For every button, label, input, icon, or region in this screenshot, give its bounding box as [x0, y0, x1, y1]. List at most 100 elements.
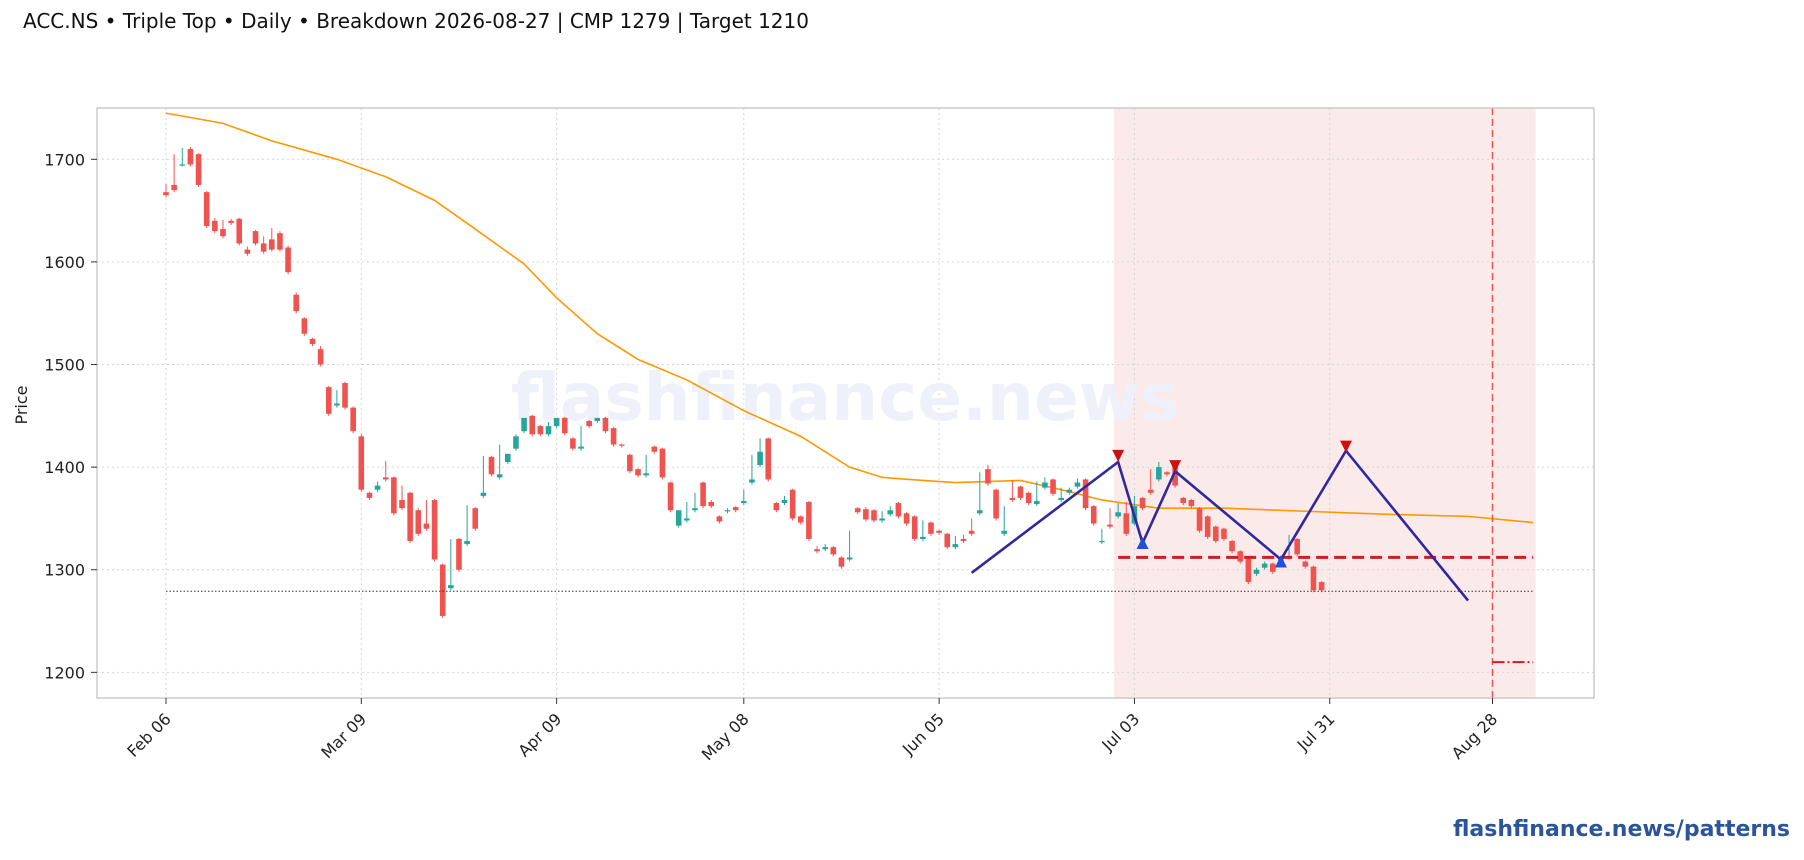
- candles-layer: [163, 146, 1325, 618]
- levels-layer: [166, 108, 1534, 698]
- candle-body: [309, 338, 316, 344]
- candle-body: [895, 503, 902, 517]
- candle-body: [822, 547, 828, 550]
- candle-body: [561, 417, 568, 434]
- candle-body: [814, 549, 820, 552]
- candle-body: [1253, 569, 1260, 574]
- candle-body: [212, 220, 218, 232]
- candle-body: [1058, 497, 1064, 500]
- y-tick-label: 1700: [44, 150, 85, 169]
- candle-body: [928, 522, 934, 534]
- candle-body: [1318, 582, 1325, 591]
- candle-body: [610, 428, 617, 445]
- candle-body: [797, 516, 804, 523]
- x-tick-label: May 08: [698, 709, 753, 764]
- pattern-zone-layer: [1114, 108, 1536, 698]
- candle-body: [431, 499, 438, 560]
- candle-body: [952, 544, 959, 548]
- candle-body: [1221, 528, 1227, 539]
- title-separator: |: [550, 9, 569, 33]
- candle-body: [1261, 563, 1268, 568]
- candle-body: [1172, 465, 1178, 486]
- candle-body: [220, 229, 226, 237]
- candle-body: [350, 407, 356, 432]
- candle-body: [228, 220, 234, 223]
- candle-body: [317, 349, 324, 365]
- x-tick-label: Jul 03: [1097, 709, 1143, 755]
- candle-body: [1269, 563, 1276, 572]
- candle-body: [773, 503, 780, 511]
- peak-marker: [1169, 460, 1182, 473]
- candle-body: [277, 233, 283, 250]
- candle-body: [846, 557, 853, 560]
- candle-body: [529, 415, 536, 435]
- candle-body: [1229, 541, 1235, 552]
- candle-body: [285, 247, 291, 273]
- chart-title: ACC.NS • Triple Top • Daily • Breakdown …: [23, 9, 809, 33]
- candle-body: [871, 510, 877, 521]
- candle-body: [830, 547, 837, 555]
- candle-body: [879, 518, 885, 521]
- candle-body: [627, 454, 633, 472]
- candle-body: [496, 474, 503, 478]
- candle-body: [854, 508, 861, 513]
- candle-body: [732, 507, 739, 511]
- svg-text:ACC.NS • Triple Top • Dail: ACC.NS • Triple Top • Daily • Breakdown …: [23, 9, 809, 33]
- candle-body: [586, 420, 592, 427]
- candle-body: [325, 387, 332, 414]
- x-tick-label: Jul 31: [1293, 709, 1339, 755]
- candle-body: [480, 492, 487, 496]
- candle-body: [187, 149, 194, 165]
- candle-body: [1237, 551, 1244, 562]
- candle-body: [977, 510, 983, 514]
- candle-body: [1025, 492, 1032, 504]
- candle-body: [293, 294, 300, 312]
- candle-body: [692, 508, 698, 511]
- candle-body: [334, 403, 340, 406]
- candle-body: [1204, 516, 1211, 537]
- footer-link[interactable]: flashfinance.news/patterns: [1453, 817, 1790, 842]
- candle-body: [553, 417, 560, 427]
- candle-body: [1213, 526, 1219, 542]
- candle-body: [236, 218, 243, 244]
- candle-body: [985, 469, 991, 484]
- x-tick-label: Mar 09: [317, 709, 370, 762]
- candle-body: [789, 489, 796, 519]
- candle-body: [1123, 513, 1130, 534]
- candle-body: [521, 417, 527, 432]
- pattern-layer: [970, 440, 1470, 602]
- candle-body: [635, 469, 641, 476]
- candle-body: [920, 536, 926, 539]
- candle-body: [716, 516, 723, 522]
- trough-marker: [1274, 555, 1287, 568]
- plot-frame: [96, 107, 1595, 699]
- candle-body: [342, 382, 348, 408]
- candle-body: [1115, 512, 1121, 517]
- candle-body: [651, 446, 658, 452]
- candle-body: [740, 500, 747, 504]
- candle-body: [358, 436, 365, 490]
- candle-body: [407, 492, 413, 542]
- candle-body: [570, 438, 576, 449]
- candle-body: [708, 502, 715, 507]
- candle-body: [863, 509, 869, 520]
- candle-body: [399, 499, 405, 509]
- candle-body: [1042, 482, 1048, 488]
- candle-body: [1050, 479, 1056, 494]
- trough-marker: [1136, 537, 1149, 550]
- candle-body: [260, 243, 267, 252]
- candle-body: [700, 482, 706, 507]
- candle-body: [765, 438, 772, 480]
- candle-body: [1156, 467, 1162, 480]
- candle-body: [1001, 530, 1008, 534]
- candle-body: [1294, 538, 1300, 555]
- peak-marker: [1112, 449, 1125, 462]
- y-tick-label: 1500: [44, 356, 85, 375]
- candle-body: [1302, 561, 1309, 567]
- candle-body: [1107, 524, 1113, 527]
- candle-body: [456, 538, 462, 570]
- candle-body: [757, 451, 763, 466]
- candle-body: [488, 456, 495, 475]
- title-pattern: Triple Top: [122, 9, 217, 33]
